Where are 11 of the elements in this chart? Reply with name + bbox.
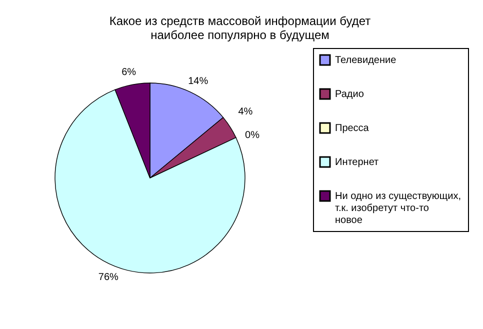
data-label: 14% <box>188 76 208 87</box>
legend-label: Радио <box>335 89 364 100</box>
chart-title: Какое из средств массовой информации будет наиболее популярно в будущем <box>108 14 372 42</box>
data-label: 76% <box>98 272 119 284</box>
data-label: 6% <box>122 67 136 78</box>
legend-label: Интернет <box>335 157 380 168</box>
legend-label: Телевидение <box>335 55 397 66</box>
text: 0% <box>245 130 260 141</box>
legend-label: Пресса <box>335 123 370 134</box>
data-label: 4% <box>238 106 253 118</box>
legend-label: Ни одно из существующих, т.к. изобретут что-то новое <box>335 191 462 226</box>
